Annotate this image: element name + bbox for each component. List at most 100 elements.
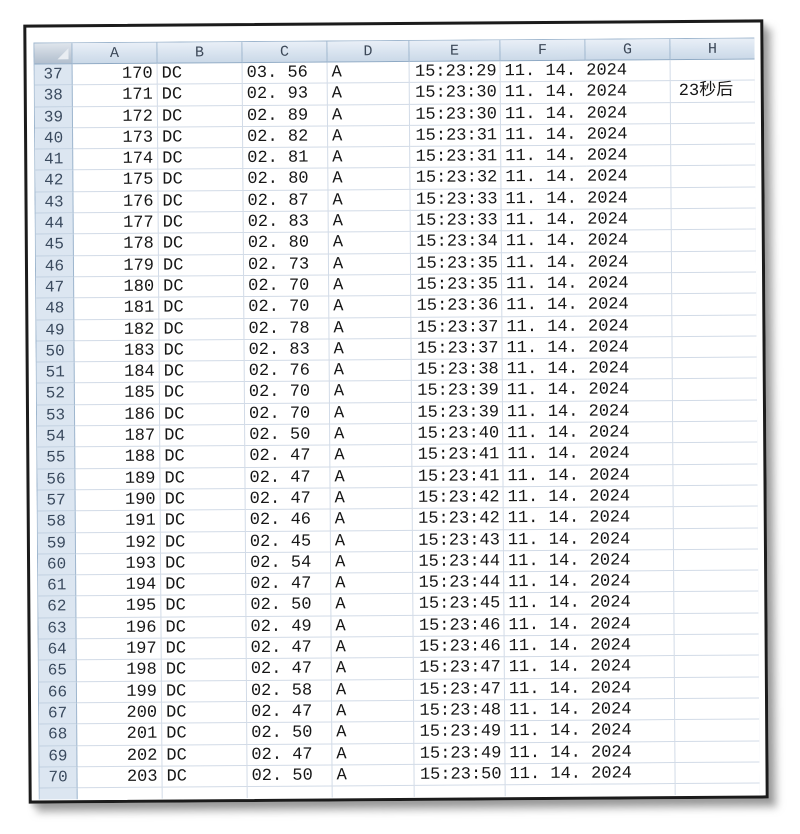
cell-H38[interactable]: 23秒后 (670, 80, 756, 103)
cell-C65[interactable]: 02. 47 (246, 658, 332, 681)
row-header[interactable]: 63 (38, 617, 77, 640)
cell-D46[interactable]: A (328, 253, 412, 276)
cell-H49[interactable] (672, 315, 758, 337)
cell-E63[interactable]: 15:23:46 (413, 614, 505, 637)
cell-F38[interactable]: 11. 14. 2024 (500, 81, 627, 104)
cell-F66[interactable]: 11. 14. 2024 (504, 678, 631, 701)
cell-D58[interactable]: A (330, 509, 413, 531)
cell-B46[interactable]: DC (158, 254, 245, 277)
cell-D48[interactable]: A (329, 296, 412, 319)
cell-B49[interactable]: DC (159, 318, 245, 341)
row-header[interactable]: 55 (37, 447, 76, 470)
cell-B39[interactable]: DC (157, 105, 244, 128)
cell-A66[interactable]: 199 (76, 681, 163, 704)
cell-F41[interactable]: 11. 14. 2024 (501, 145, 628, 168)
cell-B65[interactable]: DC (161, 659, 247, 682)
cell-B59[interactable]: DC (160, 531, 246, 554)
cell-A58[interactable]: 191 (75, 510, 161, 533)
cell-A50[interactable]: 183 (74, 340, 160, 363)
cell-D45[interactable]: A (328, 232, 411, 255)
cell-H55[interactable] (673, 442, 759, 465)
cell-F55[interactable]: 11. 14. 2024 (503, 444, 630, 466)
cell-F42[interactable]: 11. 14. 2024 (501, 167, 628, 190)
row-header[interactable]: 49 (36, 319, 75, 342)
cell-F60[interactable]: 11. 14. 2024 (503, 550, 631, 573)
cell-A57[interactable]: 190 (75, 489, 161, 512)
row-header[interactable]: 61 (38, 575, 77, 597)
cell-A47[interactable]: 180 (74, 276, 160, 299)
cell-A38[interactable]: 171 (72, 84, 158, 107)
row-header[interactable]: 60 (37, 554, 77, 576)
cell-D52[interactable]: A (329, 381, 412, 404)
cell-F70[interactable]: 11. 14. 2024 (505, 763, 632, 786)
cell-H46[interactable] (671, 251, 758, 274)
cell-H45[interactable] (671, 229, 757, 252)
cell-E66[interactable]: 15:23:47 (413, 678, 506, 701)
cell-E52[interactable]: 15:23:39 (411, 380, 503, 403)
cell-E43[interactable]: 15:23:33 (410, 189, 502, 211)
cell-B58[interactable]: DC (160, 510, 246, 533)
cell-C67[interactable]: 02. 47 (247, 701, 333, 724)
cell-F40[interactable]: 11. 14. 2024 (501, 124, 628, 147)
cell-C68[interactable]: 02. 50 (247, 722, 333, 745)
cell-H64[interactable] (674, 634, 760, 657)
cell-F50[interactable]: 11. 14. 2024 (502, 337, 629, 360)
cell-E38[interactable]: 15:23:30 (409, 82, 501, 105)
cell-E40[interactable]: 15:23:31 (410, 125, 502, 148)
cell-E67[interactable]: 15:23:48 (414, 700, 506, 723)
cell-E[interactable] (414, 785, 506, 800)
cell-F58[interactable]: 11. 14. 2024 (503, 507, 630, 530)
cell-D44[interactable]: A (328, 210, 411, 233)
cell-H58[interactable] (673, 506, 759, 529)
select-all-cell[interactable] (34, 43, 73, 65)
cell-D51[interactable]: A (329, 360, 412, 382)
cell-H63[interactable] (674, 613, 760, 636)
cell-D56[interactable]: A (330, 466, 413, 489)
cell-H39[interactable] (670, 102, 756, 124)
cell-H52[interactable] (672, 378, 758, 401)
row-header[interactable]: 52 (36, 383, 75, 406)
cell-F56[interactable]: 11. 14. 2024 (503, 465, 630, 488)
row-header[interactable]: 51 (36, 362, 75, 384)
cell-C58[interactable]: 02. 46 (245, 509, 331, 532)
cell-C61[interactable]: 02. 47 (246, 573, 332, 596)
cell-B66[interactable]: DC (161, 680, 248, 703)
cell-H43[interactable] (671, 187, 757, 210)
cell-B62[interactable]: DC (161, 595, 247, 618)
cell-C37[interactable]: 03. 56 (242, 62, 328, 85)
column-header-c[interactable]: C (242, 41, 328, 64)
cell-D54[interactable]: A (330, 423, 413, 446)
cell-H51[interactable] (672, 357, 758, 380)
cell-A46[interactable]: 179 (73, 255, 160, 278)
row-header[interactable]: 38 (34, 85, 73, 108)
cell-E68[interactable]: 15:23:49 (414, 721, 506, 744)
cell-A37[interactable]: 170 (72, 63, 158, 86)
cell-B40[interactable]: DC (158, 126, 244, 149)
cell-H41[interactable] (671, 144, 757, 167)
cell-F62[interactable]: 11. 14. 2024 (504, 593, 631, 615)
cell-A55[interactable]: 188 (75, 446, 161, 469)
cell-C62[interactable]: 02. 50 (246, 594, 332, 617)
cell-C69[interactable]: 02. 47 (247, 743, 333, 766)
row-header[interactable]: 37 (34, 64, 73, 86)
cell-C55[interactable]: 02. 47 (245, 445, 331, 468)
cell-F68[interactable]: 11. 14. 2024 (505, 720, 632, 743)
cell-H66[interactable] (674, 677, 760, 699)
cell-E53[interactable]: 15:23:39 (411, 402, 504, 424)
cell-B61[interactable]: DC (161, 574, 247, 597)
row-header[interactable]: 67 (39, 703, 78, 725)
row-header[interactable]: 62 (38, 596, 77, 619)
column-header-f[interactable]: F (500, 39, 586, 62)
cell-F67[interactable]: 11. 14. 2024 (505, 699, 632, 722)
cell-C48[interactable]: 02. 70 (244, 296, 330, 319)
cell-A40[interactable]: 173 (73, 127, 159, 150)
cell-B70[interactable]: DC (162, 765, 248, 788)
cell-B37[interactable]: DC (157, 63, 243, 85)
row-header[interactable]: 40 (35, 128, 74, 150)
cell-B56[interactable]: DC (160, 467, 246, 490)
column-header-d[interactable]: D (327, 40, 410, 63)
cell-C70[interactable]: 02. 50 (247, 765, 333, 788)
cell-D53[interactable]: A (329, 402, 413, 425)
cell-H56[interactable] (673, 464, 759, 487)
cell-C59[interactable]: 02. 45 (245, 530, 331, 553)
